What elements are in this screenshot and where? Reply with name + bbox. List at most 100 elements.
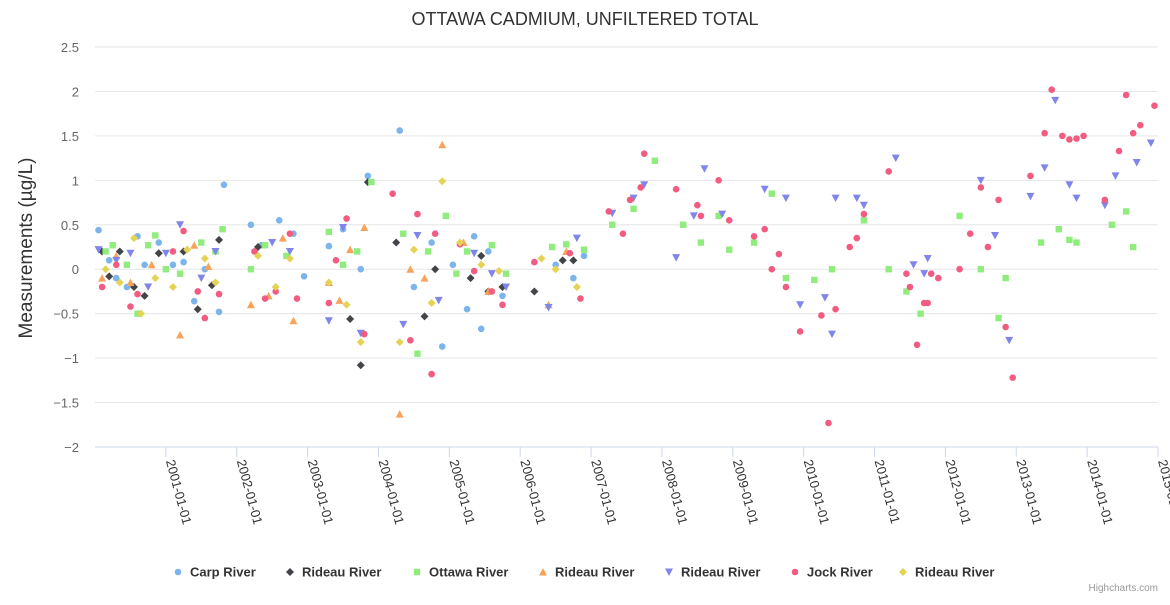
data-point[interactable]: [190, 241, 199, 249]
data-point[interactable]: [126, 249, 135, 258]
data-point[interactable]: [176, 270, 184, 277]
data-point[interactable]: [98, 283, 106, 291]
data-point[interactable]: [144, 283, 153, 292]
data-point[interactable]: [991, 231, 1000, 240]
data-point[interactable]: [109, 242, 116, 249]
legend-marker[interactable]: [286, 568, 294, 576]
data-point[interactable]: [438, 140, 447, 149]
data-point[interactable]: [409, 245, 418, 254]
data-point[interactable]: [935, 274, 942, 282]
data-point[interactable]: [434, 296, 443, 305]
data-point[interactable]: [356, 338, 365, 347]
data-point[interactable]: [1048, 86, 1055, 93]
legend-item[interactable]: Rideau River: [665, 565, 760, 580]
data-point[interactable]: [640, 181, 649, 189]
data-point[interactable]: [700, 165, 709, 173]
data-point[interactable]: [161, 249, 170, 258]
data-point[interactable]: [395, 410, 404, 418]
data-point[interactable]: [1146, 139, 1155, 148]
data-point[interactable]: [356, 361, 365, 370]
data-point[interactable]: [552, 261, 559, 269]
data-point[interactable]: [725, 217, 733, 224]
data-point[interactable]: [558, 256, 567, 265]
data-point[interactable]: [577, 295, 584, 302]
data-point[interactable]: [400, 230, 407, 237]
data-point[interactable]: [406, 265, 415, 273]
data-point[interactable]: [392, 238, 401, 247]
data-point[interactable]: [572, 283, 581, 291]
data-point[interactable]: [360, 330, 368, 338]
data-point[interactable]: [782, 283, 790, 291]
data-point[interactable]: [977, 184, 985, 191]
data-point[interactable]: [563, 241, 570, 248]
data-point[interactable]: [1073, 135, 1080, 142]
data-point[interactable]: [346, 245, 355, 254]
data-point[interactable]: [487, 270, 496, 278]
data-point[interactable]: [300, 273, 308, 280]
data-point[interactable]: [115, 278, 124, 287]
data-point[interactable]: [502, 270, 510, 277]
data-point[interactable]: [466, 274, 475, 283]
data-point[interactable]: [147, 260, 156, 269]
data-point[interactable]: [630, 205, 637, 212]
data-point[interactable]: [253, 251, 262, 260]
data-point[interactable]: [1073, 239, 1080, 246]
legend[interactable]: Carp River Rideau River Ottawa River Rideau…: [174, 565, 995, 580]
legend-item[interactable]: Rideau River: [899, 565, 994, 580]
data-point[interactable]: [499, 301, 506, 309]
data-point[interactable]: [247, 221, 255, 229]
legend-item[interactable]: Ottawa River: [413, 565, 509, 580]
data-point[interactable]: [1151, 102, 1158, 109]
data-point[interactable]: [98, 274, 107, 282]
data-point[interactable]: [141, 261, 148, 269]
data-point[interactable]: [168, 283, 177, 291]
data-point[interactable]: [399, 320, 408, 329]
data-point[interactable]: [502, 283, 511, 292]
data-point[interactable]: [1101, 196, 1109, 204]
data-point[interactable]: [335, 296, 344, 304]
data-point[interactable]: [1026, 192, 1035, 201]
data-point[interactable]: [913, 341, 921, 349]
data-point[interactable]: [768, 265, 776, 273]
data-point[interactable]: [112, 261, 120, 269]
data-point[interactable]: [1111, 172, 1120, 180]
data-point[interactable]: [605, 208, 613, 215]
data-point[interactable]: [891, 154, 900, 163]
data-point[interactable]: [102, 248, 109, 255]
data-point[interactable]: [885, 266, 892, 273]
data-point[interactable]: [211, 247, 220, 256]
data-point[interactable]: [251, 248, 258, 255]
data-point[interactable]: [718, 210, 727, 219]
data-point[interactable]: [470, 233, 478, 240]
data-point[interactable]: [201, 314, 209, 322]
data-point[interactable]: [1051, 96, 1060, 105]
data-point[interactable]: [339, 223, 348, 232]
data-point[interactable]: [431, 265, 440, 274]
data-point[interactable]: [215, 308, 223, 316]
data-point[interactable]: [1122, 208, 1130, 215]
data-point[interactable]: [414, 210, 421, 218]
data-point[interactable]: [95, 226, 102, 234]
data-point[interactable]: [105, 257, 113, 264]
data-point[interactable]: [924, 299, 931, 307]
data-point[interactable]: [247, 266, 255, 273]
data-point[interactable]: [679, 221, 687, 228]
legend-marker[interactable]: [413, 568, 421, 576]
data-point[interactable]: [275, 217, 283, 224]
data-point[interactable]: [1132, 159, 1141, 167]
data-point[interactable]: [689, 212, 698, 220]
data-point[interactable]: [551, 265, 560, 274]
data-point[interactable]: [215, 290, 223, 298]
data-point[interactable]: [428, 370, 435, 378]
data-point[interactable]: [180, 258, 187, 266]
data-point[interactable]: [204, 262, 213, 271]
data-point[interactable]: [105, 272, 114, 281]
data-point[interactable]: [1136, 121, 1144, 129]
data-point[interactable]: [488, 242, 496, 249]
legend-label[interactable]: Jock River: [807, 565, 873, 580]
legend-marker[interactable]: [665, 568, 673, 577]
data-point[interactable]: [820, 294, 829, 302]
legend-marker[interactable]: [791, 568, 799, 576]
legend-label[interactable]: Rideau River: [555, 565, 634, 580]
data-point[interactable]: [169, 261, 177, 269]
